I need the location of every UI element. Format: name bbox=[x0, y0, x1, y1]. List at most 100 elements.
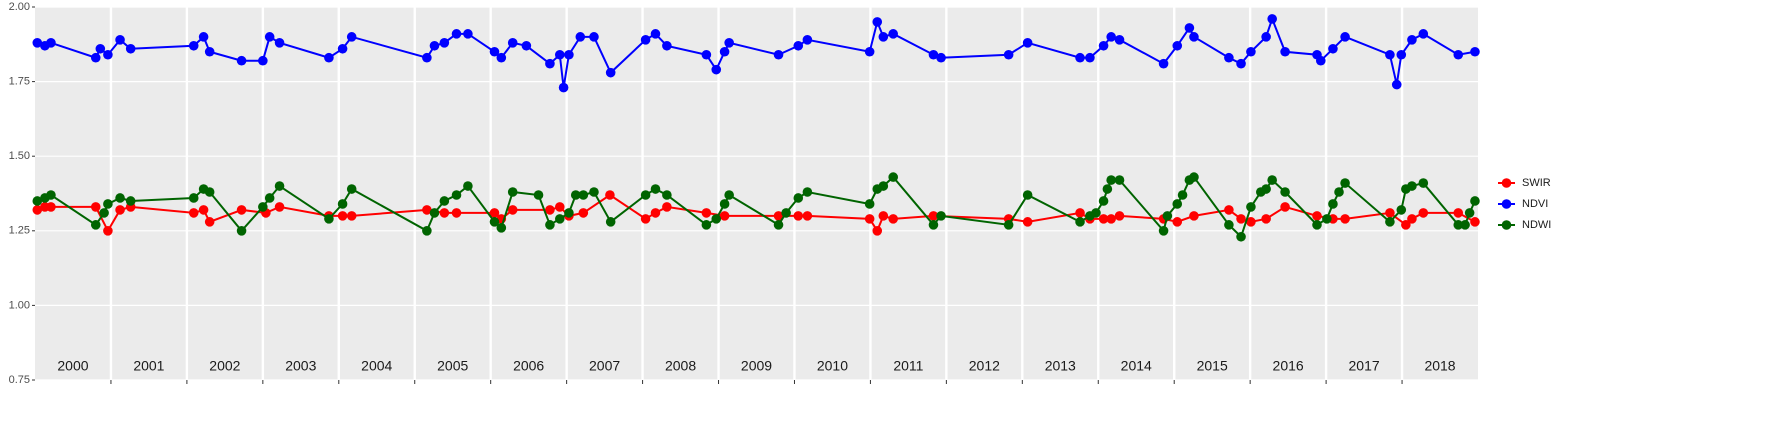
data-point bbox=[1407, 35, 1417, 45]
data-point bbox=[324, 214, 334, 224]
data-point bbox=[928, 211, 939, 221]
data-point bbox=[928, 220, 939, 230]
data-point bbox=[1385, 49, 1395, 60]
year-label: 2010 bbox=[817, 358, 848, 374]
data-point bbox=[1246, 46, 1256, 57]
data-point bbox=[878, 181, 889, 191]
year-label: 2014 bbox=[1121, 358, 1152, 374]
year-label: 2005 bbox=[437, 358, 468, 374]
data-point bbox=[489, 217, 500, 227]
year-label: 2011 bbox=[893, 358, 923, 374]
data-point bbox=[570, 190, 581, 200]
data-point bbox=[1075, 208, 1085, 218]
data-point bbox=[1407, 181, 1417, 191]
data-point bbox=[236, 226, 247, 236]
legend-key-point bbox=[1501, 178, 1512, 188]
data-point bbox=[711, 214, 722, 224]
data-point bbox=[662, 40, 672, 51]
data-point bbox=[258, 202, 268, 212]
year-label: 2000 bbox=[57, 358, 88, 374]
plot-background bbox=[35, 7, 1478, 380]
year-label: 2009 bbox=[741, 358, 772, 374]
data-point bbox=[1470, 217, 1480, 227]
data-point bbox=[1464, 208, 1475, 218]
data-point bbox=[1385, 208, 1395, 218]
data-point bbox=[1172, 199, 1183, 209]
data-point bbox=[90, 52, 101, 63]
data-point bbox=[701, 220, 712, 230]
data-point bbox=[1391, 79, 1402, 90]
year-label: 2002 bbox=[209, 358, 240, 374]
data-point bbox=[711, 64, 722, 75]
y-tick-label: 1.50 bbox=[9, 150, 30, 162]
data-point bbox=[558, 82, 569, 93]
data-point bbox=[545, 205, 555, 215]
year-label: 2012 bbox=[969, 358, 1000, 374]
data-point bbox=[115, 35, 125, 45]
data-point bbox=[793, 211, 804, 221]
legend-label: NDWI bbox=[1522, 219, 1551, 231]
data-point bbox=[719, 46, 730, 57]
data-point bbox=[1418, 29, 1429, 39]
data-point bbox=[507, 205, 518, 215]
data-point bbox=[1340, 214, 1350, 224]
data-point bbox=[1280, 46, 1290, 57]
data-point bbox=[1236, 58, 1246, 69]
data-point bbox=[1114, 175, 1125, 185]
data-point bbox=[1003, 49, 1014, 60]
data-point bbox=[872, 226, 883, 236]
series-line bbox=[36, 193, 1476, 233]
data-point bbox=[554, 49, 565, 60]
data-point bbox=[1453, 220, 1464, 230]
data-point bbox=[32, 196, 43, 206]
data-point bbox=[605, 190, 615, 200]
data-point bbox=[864, 46, 875, 57]
data-point bbox=[1340, 32, 1350, 42]
data-point bbox=[1401, 220, 1411, 230]
data-point bbox=[103, 199, 113, 209]
data-point bbox=[1102, 184, 1113, 194]
data-point bbox=[1075, 52, 1085, 63]
data-point bbox=[533, 190, 544, 200]
data-point bbox=[936, 52, 946, 63]
data-point bbox=[1162, 211, 1173, 221]
data-point bbox=[324, 52, 334, 63]
data-point bbox=[589, 32, 599, 42]
data-point bbox=[236, 55, 247, 66]
data-point bbox=[864, 199, 875, 209]
data-point bbox=[802, 35, 813, 45]
data-point bbox=[46, 38, 56, 48]
data-point bbox=[451, 29, 462, 39]
data-point bbox=[1453, 49, 1464, 60]
y-tick-label: 1.75 bbox=[9, 76, 30, 88]
data-point bbox=[1246, 202, 1256, 212]
data-point bbox=[1396, 49, 1407, 60]
data-point bbox=[662, 202, 672, 212]
y-tick-label: 1.25 bbox=[9, 225, 30, 237]
data-point bbox=[724, 190, 734, 200]
data-point bbox=[188, 193, 199, 203]
data-point bbox=[125, 196, 136, 206]
data-point bbox=[439, 196, 450, 206]
data-point bbox=[1315, 55, 1326, 66]
legend-key-point bbox=[1501, 220, 1512, 230]
data-point bbox=[1003, 220, 1014, 230]
data-point bbox=[1246, 217, 1256, 227]
data-point bbox=[864, 214, 875, 224]
data-point bbox=[46, 190, 56, 200]
data-point bbox=[346, 32, 357, 42]
data-point bbox=[521, 40, 532, 51]
data-point bbox=[115, 193, 125, 203]
data-point bbox=[1106, 32, 1116, 42]
data-point bbox=[507, 38, 518, 48]
data-point bbox=[496, 52, 507, 63]
data-point bbox=[793, 40, 804, 51]
data-point bbox=[1261, 184, 1271, 194]
data-point bbox=[463, 29, 473, 39]
data-point bbox=[1189, 172, 1199, 182]
year-label: 2004 bbox=[361, 358, 392, 374]
data-point bbox=[589, 187, 599, 197]
data-point bbox=[1418, 208, 1429, 218]
data-point bbox=[928, 49, 939, 60]
data-point bbox=[781, 208, 791, 218]
